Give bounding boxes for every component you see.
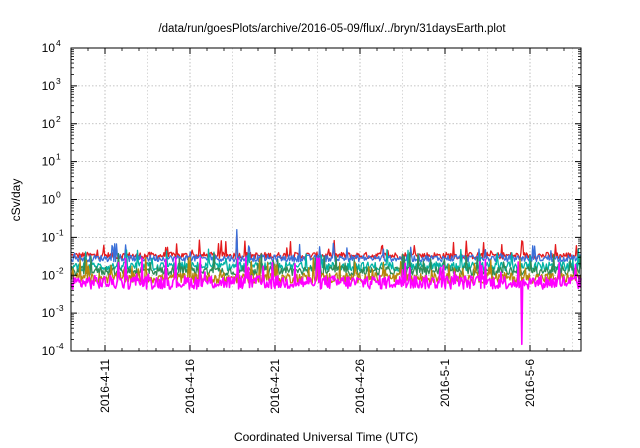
y-tick-label-base: 10 bbox=[42, 193, 56, 207]
data-series-group bbox=[70, 228, 582, 346]
x-tick-label: 2016-4-21 bbox=[268, 359, 282, 414]
y-tick-label-base: 10 bbox=[42, 344, 56, 358]
y-tick-label-exponent: -1 bbox=[56, 227, 64, 237]
x-tick-label: 2016-5-1 bbox=[438, 359, 452, 407]
y-axis-label: cSv/day bbox=[9, 179, 23, 222]
x-tick-label: 2016-4-16 bbox=[183, 359, 197, 414]
grid-lines bbox=[71, 48, 581, 351]
series-line bbox=[71, 256, 582, 346]
x-tick-label: 2016-4-11 bbox=[98, 359, 112, 413]
y-tick-label-base: 10 bbox=[42, 79, 56, 93]
series-line bbox=[70, 252, 582, 277]
x-axis-label: Coordinated Universal Time (UTC) bbox=[234, 430, 418, 444]
y-tick-label-base: 10 bbox=[42, 117, 56, 131]
y-tick-label-base: 10 bbox=[42, 155, 56, 169]
x-tick-label: 2016-4-26 bbox=[353, 359, 367, 414]
y-tick-label-base: 10 bbox=[42, 41, 56, 55]
y-tick-label-base: 10 bbox=[42, 306, 56, 320]
y-tick-label-exponent: -2 bbox=[56, 265, 64, 275]
series-line bbox=[70, 228, 582, 263]
y-tick-label-exponent: -3 bbox=[56, 303, 64, 313]
y-tick-label-base: 10 bbox=[42, 230, 56, 244]
y-tick-label-exponent: -4 bbox=[56, 341, 64, 351]
y-tick-label-exponent: 3 bbox=[56, 76, 61, 86]
x-axis-ticks: 2016-4-11 2016-4-16 2016-4-21 2016-4-26 2016… bbox=[70, 48, 582, 414]
y-tick-label-base: 10 bbox=[42, 268, 56, 282]
x-tick-label: 2016-5-6 bbox=[523, 359, 537, 407]
y-tick-label-exponent: 0 bbox=[56, 190, 61, 200]
y-tick-label-exponent: 4 bbox=[56, 38, 61, 48]
chart-title: /data/run/goesPlots/archive/2016-05-09/f… bbox=[158, 23, 506, 35]
y-tick-label-exponent: 2 bbox=[56, 114, 61, 124]
y-tick-label-exponent: 1 bbox=[56, 152, 61, 162]
